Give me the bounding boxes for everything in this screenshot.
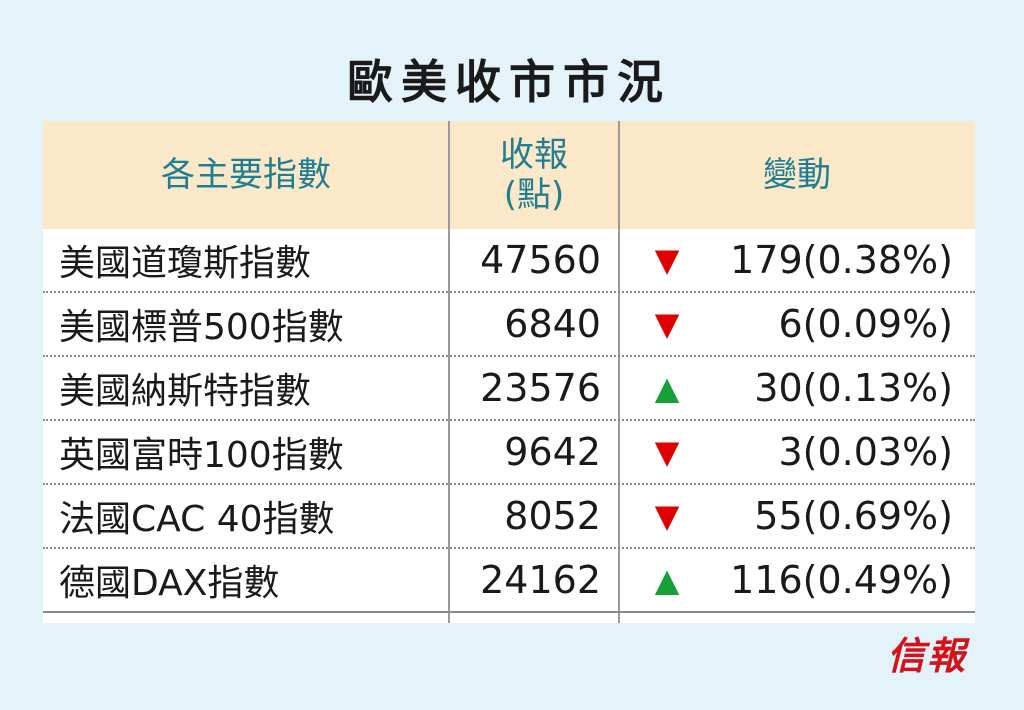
close-value: 47560	[480, 238, 601, 282]
index-name: 法國CAC 40指數	[59, 499, 335, 540]
table-row: 美國道瓊斯指數 47560 ▼ 179(0.38%)	[43, 229, 975, 293]
close-value: 24162	[480, 558, 601, 602]
table-row: 德國DAX指數 24162 ▲ 116(0.49%)	[43, 549, 975, 613]
table-footer: 信報	[43, 623, 975, 678]
up-arrow-icon: ▲	[654, 561, 680, 599]
index-name: 英國富時100指數	[59, 435, 344, 476]
index-name: 美國標普500指數	[59, 307, 344, 348]
table-row: 法國CAC 40指數 8052 ▼ 55(0.69%)	[43, 485, 975, 549]
down-arrow-icon: ▼	[654, 305, 680, 343]
up-arrow-icon: ▲	[654, 369, 680, 407]
table-header: 各主要指數 收報 (點) 變動	[43, 121, 975, 229]
header-close-line1: 收報	[500, 135, 568, 175]
change-value: 30(0.13%)	[754, 366, 953, 410]
close-value: 23576	[480, 366, 601, 410]
column-divider	[448, 121, 450, 623]
down-arrow-icon: ▼	[654, 497, 680, 535]
change-value: 3(0.03%)	[778, 430, 953, 474]
index-name: 美國道瓊斯指數	[59, 243, 312, 284]
publisher-logo: 信報	[886, 633, 967, 678]
market-table-card: 歐美收市市況 各主要指數 收報 (點) 變動 美國道瓊斯指數 47560 ▼ 1…	[43, 37, 975, 678]
header-close-line2: (點)	[503, 175, 565, 215]
header-change: 變動	[763, 155, 831, 195]
close-value: 6840	[504, 302, 601, 346]
change-value: 116(0.49%)	[730, 558, 953, 602]
table-row: 美國標普500指數 6840 ▼ 6(0.09%)	[43, 293, 975, 357]
header-index: 各主要指數	[161, 155, 331, 195]
change-value: 55(0.69%)	[754, 494, 953, 538]
down-arrow-icon: ▼	[654, 241, 680, 279]
close-value: 9642	[504, 430, 601, 474]
table-title: 歐美收市市況	[43, 37, 975, 121]
change-value: 179(0.38%)	[730, 238, 953, 282]
table-row: 美國納斯特指數 23576 ▲ 30(0.13%)	[43, 357, 975, 421]
table-row: 英國富時100指數 9642 ▼ 3(0.03%)	[43, 421, 975, 485]
header-close: 收報 (點)	[449, 121, 619, 229]
column-divider	[618, 121, 620, 623]
down-arrow-icon: ▼	[654, 433, 680, 471]
close-value: 8052	[504, 494, 601, 538]
index-name: 德國DAX指數	[59, 563, 280, 604]
index-name: 美國納斯特指數	[59, 371, 312, 412]
change-value: 6(0.09%)	[778, 302, 953, 346]
